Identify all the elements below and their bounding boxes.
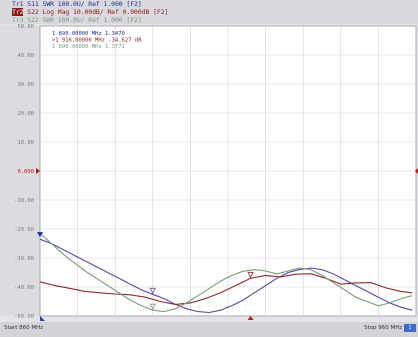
trace-row-2[interactable]: Tr2 S22 Log Mag 10.00dB/ Ref 0.000dB [F2…: [12, 8, 169, 16]
trace-header: Tr1 S11 SWR 100.0U/ Ref 1.000 [F2] Tr2 S…: [0, 0, 418, 24]
reference-level-arrow-icon: [36, 168, 40, 174]
y-axis-panel: [0, 26, 40, 316]
stop-frequency-label[interactable]: Stop 960 MHz: [364, 325, 403, 331]
trace-2-name: Tr2: [12, 8, 24, 16]
y-tick-label: 10.00: [17, 140, 34, 146]
start-frequency-label[interactable]: Start 860 MHz: [4, 325, 44, 331]
marker-readout-line: 1 890.00000 MHz 1.3771: [52, 44, 125, 50]
y-tick-label: 30.00: [17, 82, 34, 88]
y-tick-label: -20.00: [14, 227, 34, 233]
trace-3-text: S22 SWR 100.0U/ Ref 1.000 [F2]: [27, 16, 142, 24]
trace-line-1: [39, 238, 413, 314]
trace-row-3[interactable]: Tr3 S22 SWR 100.0U/ Ref 1.000 [F2]: [12, 17, 142, 24]
y-tick-label: -40.00: [14, 285, 34, 291]
reference-level-arrow-right-icon: [415, 168, 418, 174]
trace-2-text: S22 Log Mag 10.00dB/ Ref 0.000dB [F2]: [27, 8, 169, 16]
marker-triangle-icon: [149, 287, 156, 295]
trace-row-1[interactable]: Tr1 S11 SWR 100.0U/ Ref 1.000 [F2]: [12, 1, 142, 8]
y-tick-label: 40.00: [17, 53, 34, 59]
sweep-mode-badge[interactable]: 1: [404, 324, 416, 332]
sweep-mode-label: 1: [408, 325, 412, 331]
y-tick-label: 20.00: [17, 111, 34, 117]
marker-triangle-icon: [149, 303, 156, 311]
trace-3-name: Tr3: [12, 16, 24, 24]
sweep-footer: Start 860 MHz Stop 960 MHz: [0, 322, 418, 337]
start-indicator-icon: [40, 316, 45, 321]
trace-line-2: [39, 273, 413, 305]
start-marker-icon: [37, 232, 43, 238]
marker-triangle-icon: [247, 271, 254, 279]
y-tick-label: 0.000: [17, 169, 34, 175]
trace-line-3: [39, 232, 413, 313]
y-tick-label: -50.00: [14, 314, 34, 320]
marker-readout-line: 1 890.00000 MHz 1.3470: [52, 31, 125, 37]
marker-readout-line: >1 916.00000 MHz -34.627 dB: [52, 38, 142, 44]
trace-1-name: Tr1: [12, 0, 24, 8]
y-tick-label: 50.00: [17, 24, 34, 30]
active-marker-position-icon: [247, 316, 254, 320]
y-tick-label: -10.00: [14, 198, 34, 204]
trace-1-text: S11 SWR 100.0U/ Ref 1.000 [F2]: [27, 0, 142, 8]
y-tick-label: -30.00: [14, 256, 34, 262]
